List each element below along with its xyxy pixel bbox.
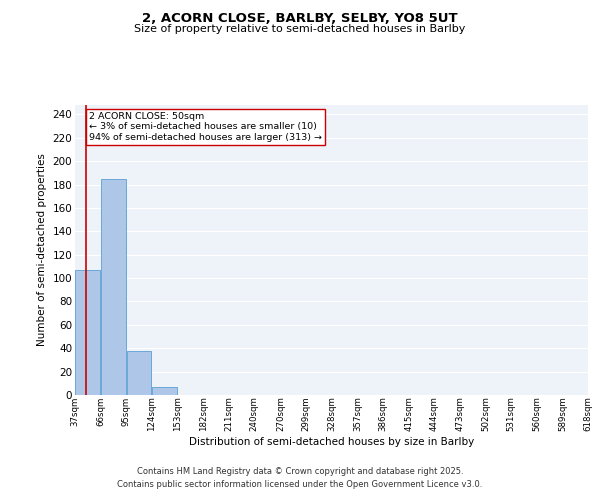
Text: 2 ACORN CLOSE: 50sqm
← 3% of semi-detached houses are smaller (10)
94% of semi-d: 2 ACORN CLOSE: 50sqm ← 3% of semi-detach… [89,112,322,142]
Bar [101,178,126,395]
Bar [152,387,177,395]
Y-axis label: Number of semi-detached properties: Number of semi-detached properties [37,154,47,346]
Text: Contains HM Land Registry data © Crown copyright and database right 2025.
Contai: Contains HM Land Registry data © Crown c… [118,468,482,489]
Bar [127,350,151,395]
Text: 2, ACORN CLOSE, BARLBY, SELBY, YO8 5UT: 2, ACORN CLOSE, BARLBY, SELBY, YO8 5UT [142,12,458,26]
Text: Size of property relative to semi-detached houses in Barlby: Size of property relative to semi-detach… [134,24,466,34]
X-axis label: Distribution of semi-detached houses by size in Barlby: Distribution of semi-detached houses by … [189,437,474,447]
Bar [76,270,100,395]
